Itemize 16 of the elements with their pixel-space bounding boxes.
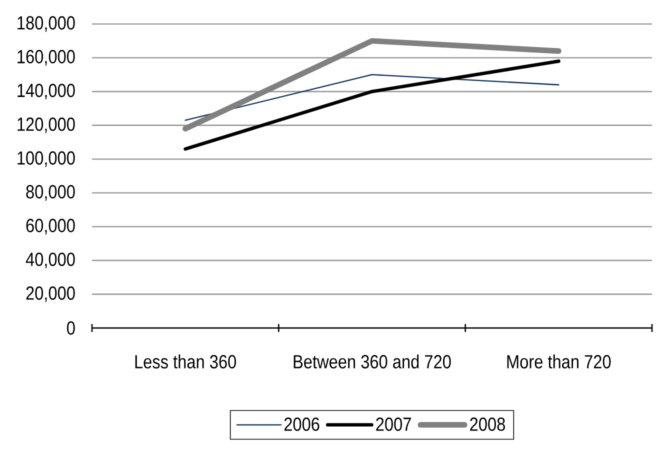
legend-label: 2006 [284,417,320,431]
y-tick-label: 20,000 [26,286,75,302]
y-tick-label: 120,000 [18,117,75,134]
x-tick-label: Less than 360 [135,354,236,368]
y-tick-label: 80,000 [26,185,75,201]
legend-label: 2007 [376,417,411,431]
y-tick-label: 0 [67,321,75,335]
y-tick-label: 140,000 [18,84,75,100]
y-tick-label: 60,000 [26,218,75,235]
y-tick-label: 160,000 [18,50,75,66]
y-tick-label: 100,000 [18,151,75,167]
x-tick-label: Between 360 and 720 [294,354,451,368]
y-tick-label: 40,000 [26,252,75,268]
legend-label: 2008 [470,417,505,431]
x-tick-label: More than 720 [507,354,611,368]
y-tick-label: 180,000 [18,16,75,32]
